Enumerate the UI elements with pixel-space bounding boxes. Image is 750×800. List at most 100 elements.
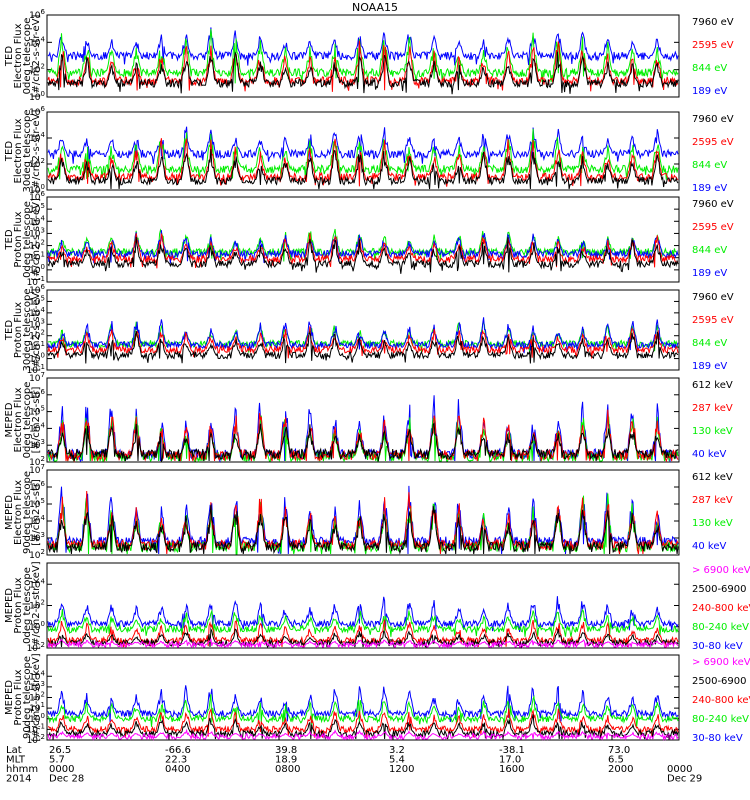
y-axis-label: 90deg telescope (22, 656, 33, 739)
footer-value: 1200 (389, 764, 414, 775)
y-axis-label: Proton Flux (13, 577, 24, 633)
y-axis-label: MEPED (4, 495, 15, 530)
footer-row-label: hhmm (6, 764, 38, 775)
legend-entry: > 6900 keV (692, 657, 750, 668)
legend-entry: 40 keV (692, 541, 726, 552)
y-axis-label: TED (4, 141, 15, 162)
y-axis-label: 90deg telescope (22, 471, 33, 554)
legend-entry: 30-80 keV (692, 641, 743, 652)
legend-entry: 2500-6900 (692, 584, 747, 595)
series-line-189-ev (47, 230, 679, 264)
legend-entry: 844 eV (692, 338, 727, 349)
series-line-80-240-kev (47, 694, 679, 727)
y-axis-label: MEPED (4, 588, 15, 623)
footer-row-label: MLT (6, 755, 26, 766)
y-axis-label: Proton Flux (13, 211, 24, 267)
legend-entry: 844 eV (692, 245, 727, 256)
y-axis-label: 0deg telescope (22, 567, 33, 644)
series-line-2595-ev (47, 40, 679, 92)
footer-row-label: 2014 (6, 774, 31, 785)
series-line-80-240-kev (47, 608, 679, 638)
legend-entry: 240-800 keV (692, 603, 750, 614)
series-line--6900-kev (47, 728, 679, 741)
legend-entry: 189 eV (692, 361, 727, 372)
y-axis-label: 0deg telescope (22, 18, 33, 95)
series-line-7960-ev (47, 330, 679, 364)
legend-entry: 612 keV (692, 380, 733, 391)
plot-frame (46, 654, 680, 741)
series-line-240-800-kev (48, 708, 679, 738)
y-axis-label: MEPED (4, 402, 15, 437)
footer-value: 0800 (275, 764, 300, 775)
y-axis-label: 30deg telescope (22, 109, 33, 192)
series-line-30-80-kev (47, 596, 679, 632)
footer-value: 0400 (165, 764, 190, 775)
series-line-612-kev (47, 422, 679, 463)
footer-value: 39.8 (275, 745, 297, 756)
series-line-844-ev (47, 28, 679, 84)
legend-entry: 130 keV (692, 518, 733, 529)
footer-value: Dec 28 (49, 774, 84, 785)
y-axis-label: Electron Flux (13, 480, 24, 545)
legend-entry: 2595 eV (692, 137, 734, 148)
plot-frame (46, 289, 680, 371)
legend-entry: 240-800 keV (692, 695, 750, 706)
y-axis-label: [#/cm2-s-str-eV] (31, 15, 42, 98)
y-axis-label: [#/cm2-s-str-eV] (31, 198, 42, 281)
legend-entry: 189 eV (692, 86, 727, 97)
plot-frame (46, 562, 680, 649)
y-axis-label: [#/cm2-s-str-keV] (31, 653, 42, 741)
y-axis-label: Proton Flux (13, 669, 24, 725)
y-axis-label: [#/cm2-s-str-eV] (31, 110, 42, 193)
footer-value: 5.4 (389, 755, 405, 766)
plot-frame (46, 196, 680, 283)
y-axis-label: 0deg telescope (22, 382, 33, 459)
footer-value: 18.9 (275, 755, 297, 766)
legend-entry: > 6900 keV (692, 565, 750, 576)
series-line-7960-ev (47, 236, 679, 274)
legend-entry: 7960 eV (692, 114, 734, 125)
series-line-7960-ev (47, 51, 679, 95)
legend-entry: 2595 eV (692, 222, 734, 233)
series-line-2500-6900 (47, 714, 679, 740)
y-axis-label: [#/cm2-s-str] (31, 386, 42, 453)
footer-value: 0000 (667, 764, 692, 775)
y-axis-label: MEPED (4, 680, 15, 715)
footer-value: -66.6 (165, 745, 191, 756)
series-line-30-80-kev (47, 685, 679, 723)
series-line-2595-ev (47, 138, 679, 187)
legend-entry: 189 eV (692, 268, 727, 279)
series-line-2595-ev (47, 233, 679, 269)
legend-entry: 287 keV (692, 495, 733, 506)
plot-frame (46, 111, 680, 191)
legend-entry: 80-240 keV (692, 622, 749, 633)
legend-entry: 30-80 keV (692, 733, 743, 744)
series-line-189-ev (47, 27, 679, 66)
series-line-2595-ev (47, 326, 679, 359)
y-axis-label: TED (4, 46, 15, 67)
y-axis-label: [#/cm2-s-str-keV] (31, 561, 42, 649)
y-axis-label: [#/cm2-s-str] (31, 479, 42, 546)
footer-value: Dec 29 (667, 774, 702, 785)
legend-entry: 40 keV (692, 449, 726, 460)
y-axis-label: TED (4, 229, 15, 250)
footer-value: 5.7 (49, 755, 65, 766)
legend-entry: 7960 eV (692, 17, 734, 28)
footer-value: 2000 (608, 764, 633, 775)
series-line-189-ev (47, 317, 679, 354)
legend-entry: 2595 eV (692, 40, 734, 51)
series-line-844-ev (47, 128, 679, 180)
legend-entry: 844 eV (692, 63, 727, 74)
footer-value: 1600 (499, 764, 524, 775)
legend-entry: 612 keV (692, 472, 733, 483)
footer-value: 73.0 (608, 745, 630, 756)
footer-value: 0000 (49, 764, 74, 775)
y-axis-label: TED (4, 320, 15, 341)
legend-entry: 2595 eV (692, 315, 734, 326)
